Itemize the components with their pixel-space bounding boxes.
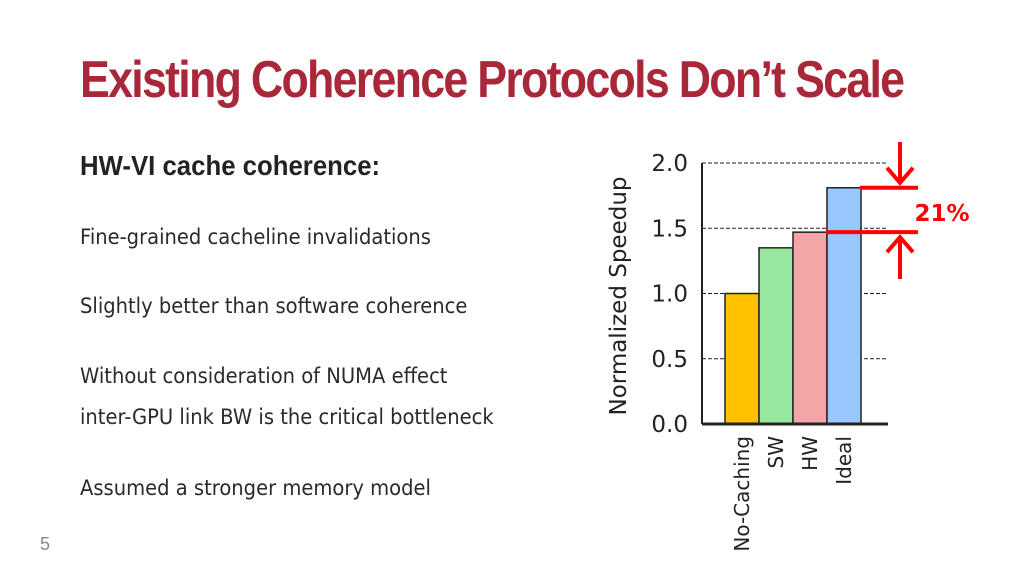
bullet-item: inter-GPU link BW is the critical bottle… xyxy=(80,405,494,429)
bullet-item: Fine-grained cacheline invalidations xyxy=(80,225,431,249)
annotation-up-arrowhead xyxy=(885,234,915,254)
x-category-label: Ideal xyxy=(832,436,856,485)
bar-hw xyxy=(792,231,828,425)
page-number: 5 xyxy=(40,534,51,554)
annotation-down-arrowhead xyxy=(885,166,915,186)
y-tick-label: 2.0 xyxy=(651,151,688,177)
bar-ideal xyxy=(826,187,862,425)
bullet-item: Slightly better than software coherence xyxy=(80,294,468,318)
x-category-label: No-Caching xyxy=(730,436,754,552)
y-tick-label: 1.5 xyxy=(651,216,688,242)
x-category-label: HW xyxy=(798,436,822,471)
y-tick-label: 1.0 xyxy=(651,282,688,308)
y-tick-label: 0.0 xyxy=(651,412,688,438)
slide-title: Existing Coherence Protocols Don’t Scale xyxy=(80,51,905,109)
bullet-item: Without consideration of NUMA effect xyxy=(80,364,448,388)
bar-sw xyxy=(758,247,794,425)
x-category-label: SW xyxy=(764,436,788,469)
annotation-label: 21% xyxy=(914,201,969,227)
bar-no-caching xyxy=(724,292,760,425)
y-tick-label: 0.5 xyxy=(651,347,688,373)
bullet-item: Assumed a stronger memory model xyxy=(80,476,431,500)
slide-subtitle: HW-VI cache coherence: xyxy=(80,150,381,181)
y-axis-label: Normalized Speedup xyxy=(606,176,632,415)
